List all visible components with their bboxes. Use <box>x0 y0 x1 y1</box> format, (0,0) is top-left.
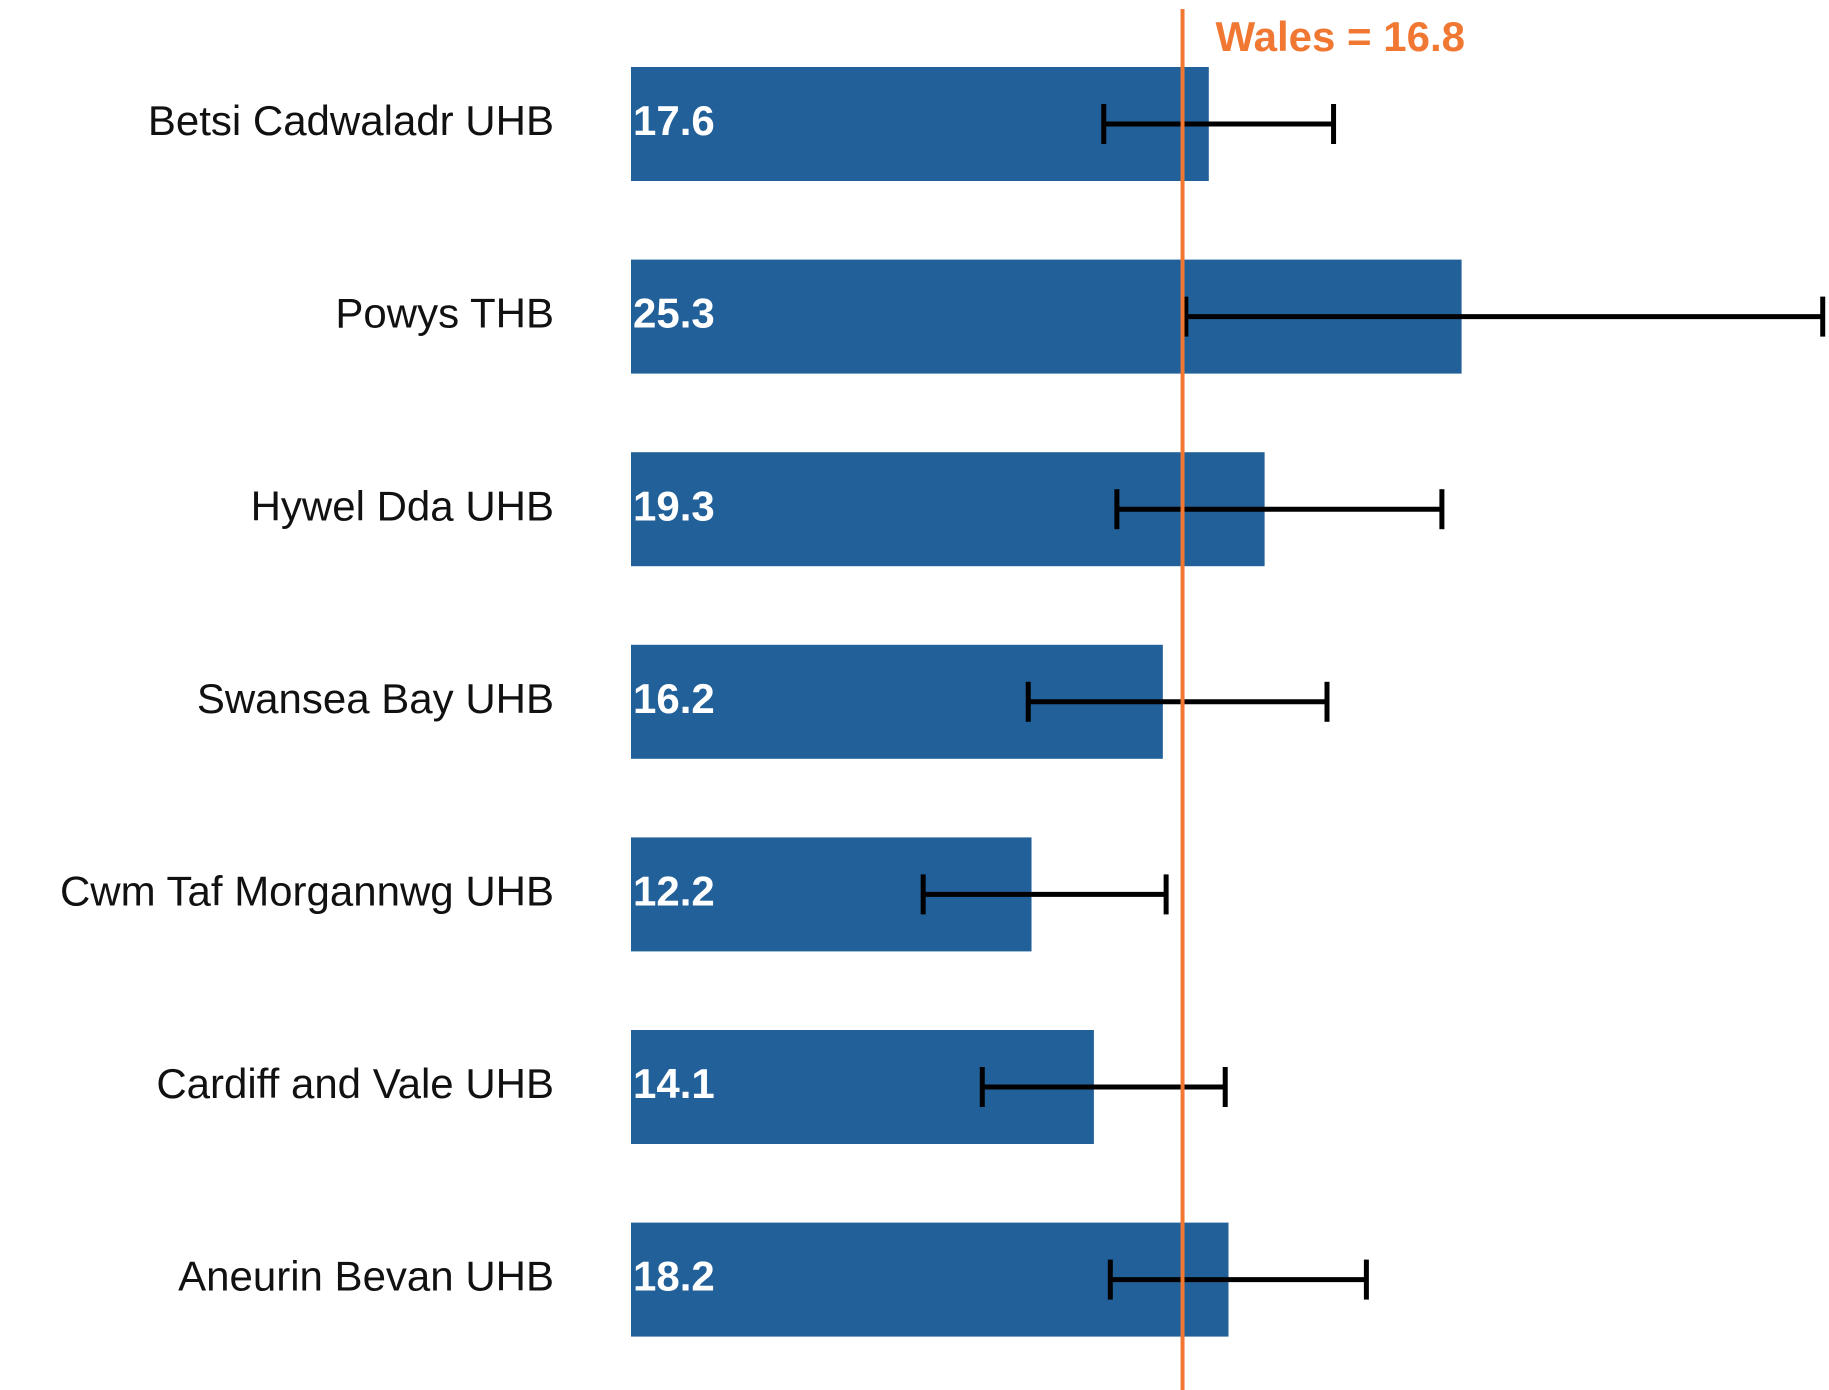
category-label: Aneurin Bevan UHB <box>178 1253 554 1300</box>
reference-label: Wales = 16.8 <box>1216 13 1465 60</box>
error-bar <box>1101 104 1337 144</box>
category-label: Swansea Bay UHB <box>197 675 554 722</box>
error-bar <box>1107 1259 1369 1300</box>
category-label: Cardiff and Vale UHB <box>156 1060 554 1107</box>
error-bar <box>979 1067 1228 1107</box>
value-label: 17.6 <box>633 97 715 144</box>
value-label: 19.3 <box>633 482 715 529</box>
category-label: Powys THB <box>335 290 554 337</box>
category-label: Cwm Taf Morgannwg UHB <box>60 867 554 914</box>
category-label: Hywel Dda UHB <box>251 482 554 529</box>
error-bar <box>1114 489 1445 530</box>
value-label: 16.2 <box>633 675 715 722</box>
category-label: Betsi Cadwaladr UHB <box>148 97 554 144</box>
error-bar <box>1183 296 1826 337</box>
error-bar <box>920 874 1169 915</box>
value-label: 25.3 <box>633 290 715 337</box>
value-label: 14.1 <box>633 1060 715 1107</box>
value-label: 12.2 <box>633 867 715 914</box>
value-label: 18.2 <box>633 1253 715 1300</box>
error-bar <box>1025 681 1330 722</box>
